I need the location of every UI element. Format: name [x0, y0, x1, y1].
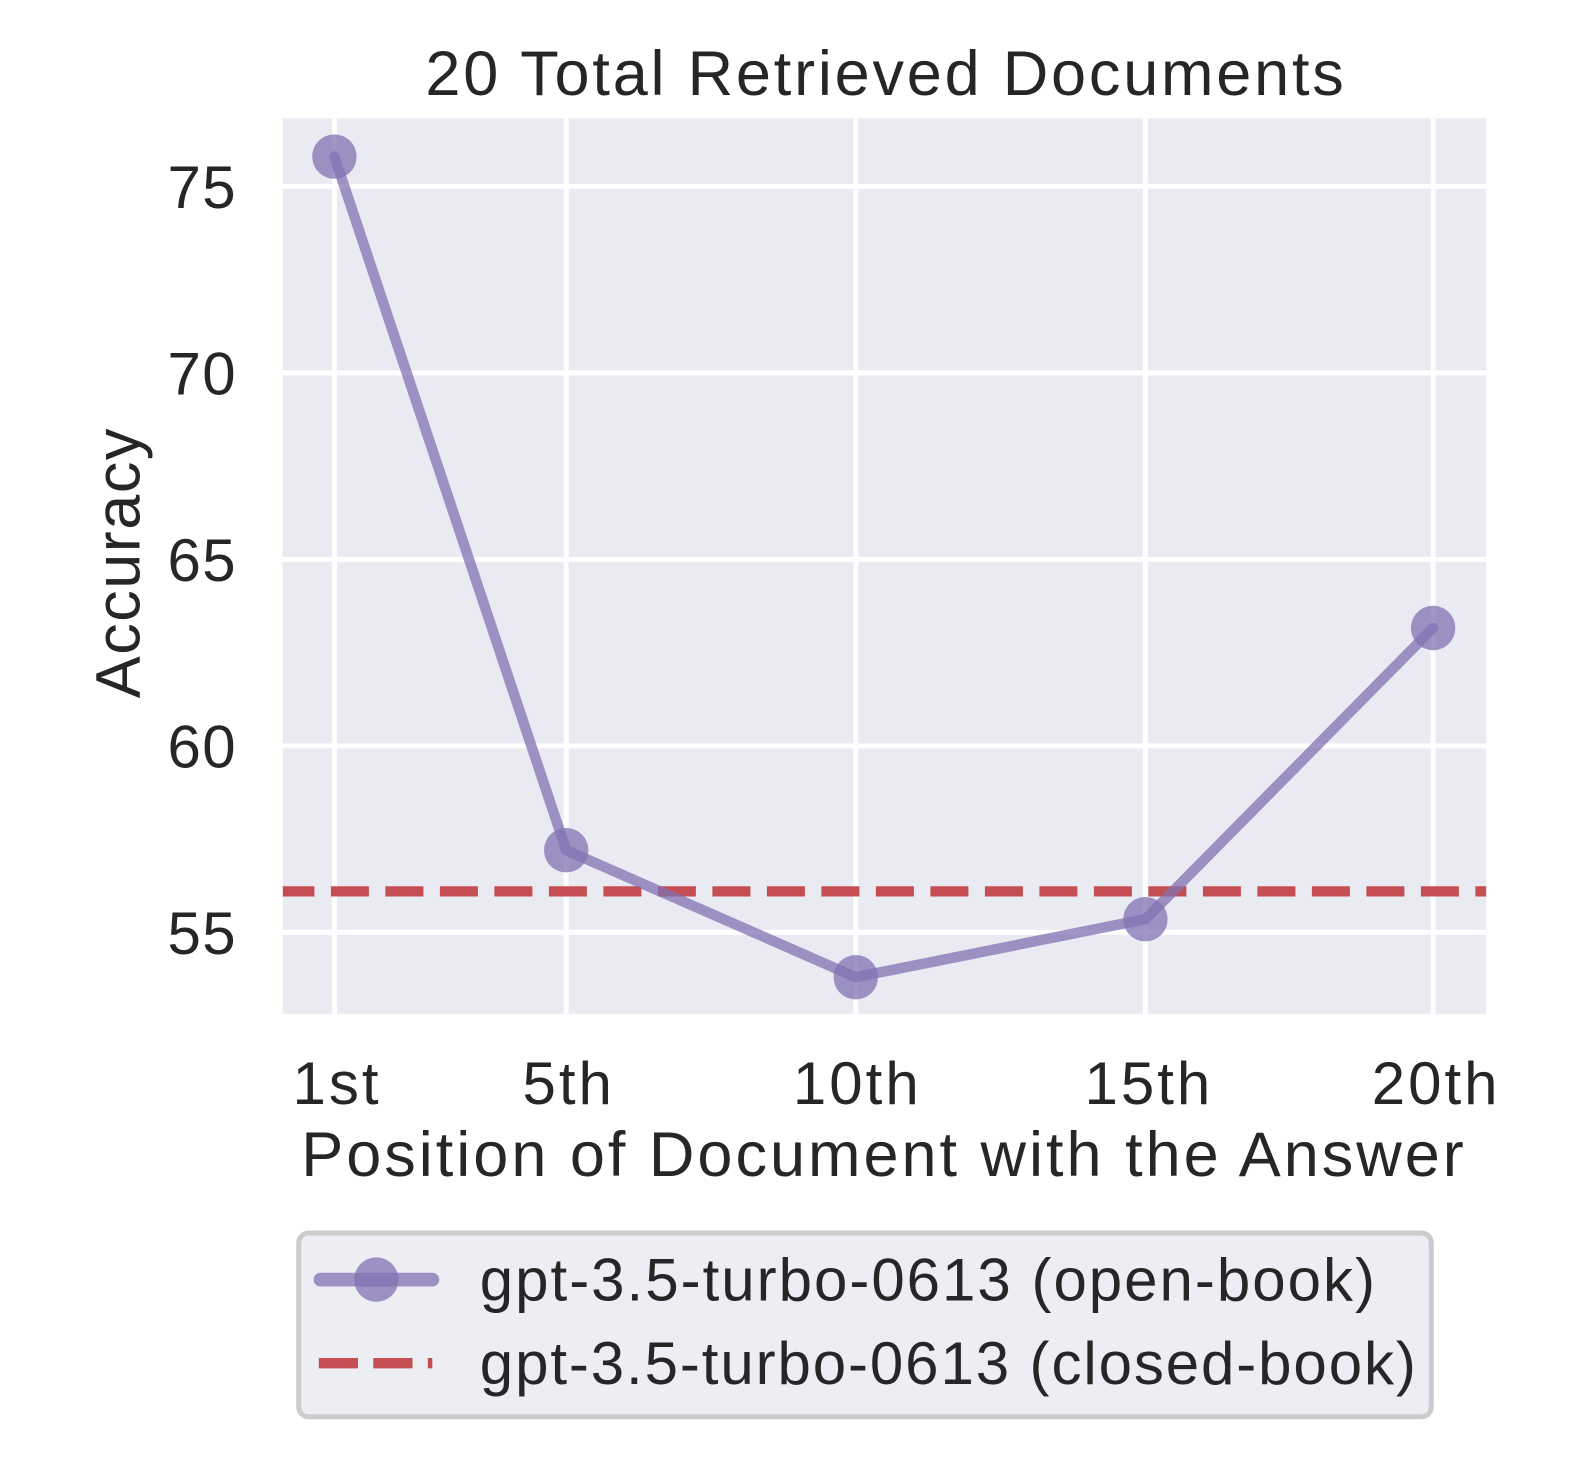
svg-text:15th: 15th	[1085, 1050, 1214, 1117]
svg-text:gpt-3.5-turbo-0613 (closed-boo: gpt-3.5-turbo-0613 (closed-book)	[480, 1330, 1418, 1397]
svg-text:5th: 5th	[522, 1050, 614, 1117]
svg-text:65: 65	[167, 527, 237, 594]
svg-text:55: 55	[167, 900, 237, 967]
svg-text:Accuracy: Accuracy	[84, 427, 154, 698]
svg-text:10th: 10th	[793, 1050, 922, 1117]
svg-text:20 Total Retrieved Documents: 20 Total Retrieved Documents	[425, 39, 1346, 109]
svg-text:75: 75	[167, 154, 237, 221]
svg-text:1st: 1st	[292, 1050, 381, 1117]
svg-text:20th: 20th	[1372, 1050, 1501, 1117]
svg-text:gpt-3.5-turbo-0613 (open-book): gpt-3.5-turbo-0613 (open-book)	[480, 1247, 1377, 1314]
svg-text:60: 60	[167, 714, 237, 781]
svg-text:70: 70	[167, 341, 237, 408]
svg-text:Position of Document with the: Position of Document with the Answer	[301, 1120, 1467, 1190]
